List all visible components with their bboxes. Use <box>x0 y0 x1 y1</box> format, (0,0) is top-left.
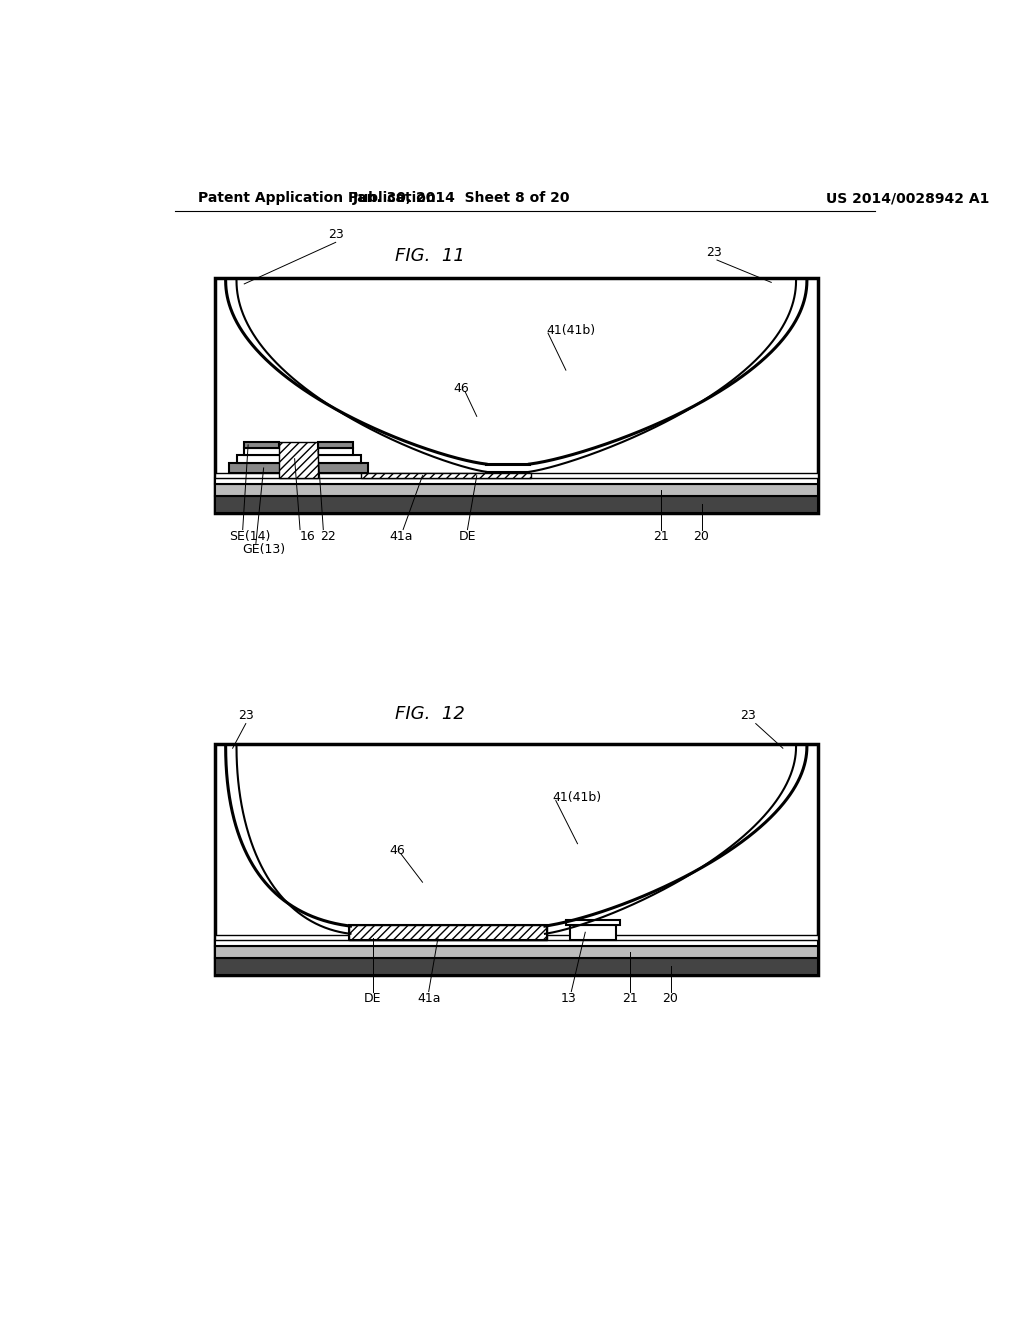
Text: FIG.  12: FIG. 12 <box>395 705 465 723</box>
Text: 41a: 41a <box>417 991 440 1005</box>
Bar <box>215 936 818 940</box>
Bar <box>245 442 280 447</box>
Bar <box>215 946 818 958</box>
Text: 41(41b): 41(41b) <box>553 792 602 804</box>
Bar <box>280 442 317 478</box>
Text: 21: 21 <box>653 529 669 543</box>
Text: 22: 22 <box>321 529 336 543</box>
Bar <box>569 924 616 940</box>
Text: 46: 46 <box>390 843 406 857</box>
Text: Jan. 30, 2014  Sheet 8 of 20: Jan. 30, 2014 Sheet 8 of 20 <box>352 191 570 206</box>
Bar <box>349 924 547 940</box>
Text: 41(41b): 41(41b) <box>547 323 596 337</box>
Bar <box>360 474 531 478</box>
Text: DE: DE <box>365 991 382 1005</box>
Bar <box>566 920 621 924</box>
Text: 46: 46 <box>454 381 469 395</box>
Text: FIG.  11: FIG. 11 <box>395 247 465 265</box>
Bar <box>215 277 818 512</box>
Text: SE(14): SE(14) <box>228 529 270 543</box>
Text: US 2014/0028942 A1: US 2014/0028942 A1 <box>825 191 989 206</box>
Bar <box>215 484 818 496</box>
Text: 23: 23 <box>238 709 254 722</box>
Text: 23: 23 <box>706 246 722 259</box>
Bar <box>215 474 818 478</box>
Text: 21: 21 <box>623 991 638 1005</box>
Text: 20: 20 <box>693 529 710 543</box>
Bar <box>349 924 547 940</box>
Bar <box>237 455 360 462</box>
Text: 23: 23 <box>740 709 756 722</box>
Bar <box>215 958 818 974</box>
Bar <box>215 496 818 512</box>
Text: GE(13): GE(13) <box>243 544 286 557</box>
Text: 41a: 41a <box>389 529 413 543</box>
Text: Patent Application Publication: Patent Application Publication <box>198 191 435 206</box>
Text: 23: 23 <box>328 228 344 240</box>
Text: 20: 20 <box>663 991 679 1005</box>
Bar <box>215 478 818 484</box>
Bar <box>228 462 369 474</box>
Bar <box>245 447 352 455</box>
Text: 13: 13 <box>560 991 577 1005</box>
Bar <box>317 442 352 447</box>
Bar <box>215 743 818 974</box>
Text: DE: DE <box>459 529 476 543</box>
Text: 16: 16 <box>300 529 315 543</box>
Bar <box>215 940 818 946</box>
